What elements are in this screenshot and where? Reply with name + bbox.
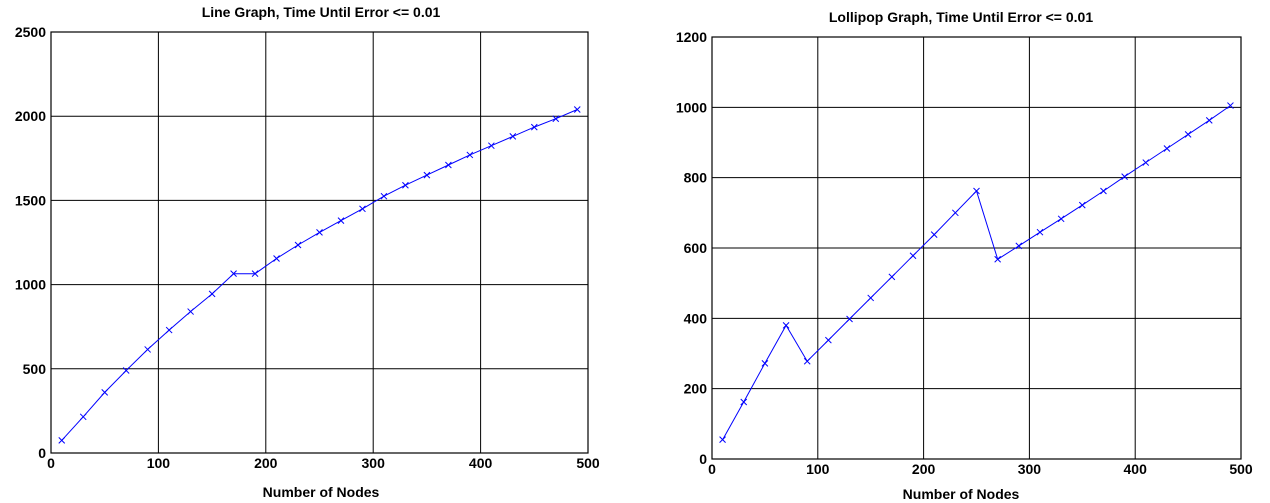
data-point-marker: [573, 106, 581, 113]
data-point-marker: [144, 346, 152, 353]
data-point-marker: [445, 161, 452, 169]
chart-title: Lollipop Graph, Time Until Error <= 0.01: [829, 9, 1093, 25]
data-point-marker: [359, 205, 366, 213]
y-tick-label: 800: [684, 170, 708, 186]
series-line: [61, 109, 578, 441]
data-point-marker: [187, 308, 194, 315]
data-point-marker: [294, 241, 302, 249]
data-point-marker: [487, 142, 495, 150]
line-graph-chart: Line Graph, Time Until Error <= 0.01 Num…: [15, 4, 600, 500]
x-tick-label: 100: [806, 461, 830, 477]
x-tick-label: 500: [576, 455, 600, 471]
data-point-marker: [994, 255, 1002, 263]
data-point-marker: [552, 115, 560, 123]
y-tick-label: 500: [23, 361, 47, 377]
y-tick-label: 1000: [15, 277, 46, 293]
data-point-marker: [509, 133, 517, 140]
x-tick-label: 400: [1124, 461, 1148, 477]
y-tick-label: 1200: [676, 29, 707, 45]
data-point-marker: [803, 357, 811, 365]
data-point-marker: [122, 367, 130, 374]
y-tick-label: 2000: [15, 108, 46, 124]
x-tick-label: 100: [147, 455, 171, 471]
data-point-marker: [846, 315, 853, 323]
data-point-marker: [316, 229, 323, 236]
data-point-marker: [402, 181, 409, 189]
y-tick-label: 0: [699, 451, 707, 467]
x-tick-label: 300: [1018, 461, 1042, 477]
data-point-marker: [208, 290, 216, 298]
data-point-marker: [101, 389, 109, 396]
data-point-marker: [1205, 116, 1213, 124]
data-point-marker: [761, 359, 769, 367]
x-axis-label: Number of Nodes: [263, 484, 380, 500]
y-tick-label: 200: [684, 381, 708, 397]
data-point-marker: [1184, 131, 1192, 138]
data-point-marker: [867, 294, 875, 302]
y-tick-label: 600: [684, 240, 708, 256]
data-point-marker: [466, 151, 474, 159]
data-point-marker: [930, 231, 938, 238]
y-tick-label: 1500: [15, 192, 46, 208]
data-point-marker: [79, 413, 87, 421]
y-tick-label: 0: [38, 445, 46, 461]
y-tick-label: 1000: [676, 99, 707, 115]
data-point-marker: [719, 436, 726, 444]
data-point-marker: [1078, 201, 1086, 209]
data-point-marker: [1015, 242, 1023, 250]
x-tick-label: 300: [362, 455, 386, 471]
lollipop-graph-chart: Lollipop Graph, Time Until Error <= 0.01…: [676, 9, 1253, 502]
data-point-marker: [1121, 173, 1128, 180]
chart-title: Line Graph, Time Until Error <= 0.01: [202, 4, 441, 20]
x-tick-label: 0: [708, 461, 716, 477]
data-point-marker: [273, 255, 280, 262]
data-point-marker: [423, 171, 431, 179]
data-point-marker: [951, 209, 959, 217]
data-point-marker: [909, 252, 917, 260]
data-point-marker: [1100, 187, 1107, 195]
data-point-marker: [380, 192, 388, 200]
data-point-marker: [825, 336, 832, 344]
y-tick-label: 2500: [15, 24, 46, 40]
x-tick-label: 0: [47, 455, 55, 471]
data-point-marker: [973, 187, 980, 195]
data-point-marker: [1163, 145, 1171, 152]
series-line: [722, 105, 1231, 440]
data-point-marker: [782, 322, 790, 329]
plot-frame: [50, 31, 589, 454]
data-point-marker: [58, 437, 66, 444]
data-point-marker: [337, 217, 345, 224]
data-point-marker: [1142, 159, 1150, 166]
data-point-marker: [740, 398, 748, 406]
data-point-marker: [888, 273, 896, 281]
data-point-marker: [251, 270, 259, 278]
data-point-marker: [1057, 215, 1065, 223]
data-point-marker: [1036, 228, 1044, 236]
data-point-marker: [530, 123, 538, 131]
y-tick-label: 400: [684, 310, 708, 326]
data-point-marker: [1227, 102, 1234, 109]
x-tick-label: 200: [912, 461, 936, 477]
plot-frame: [711, 36, 1242, 460]
x-tick-label: 500: [1229, 461, 1253, 477]
x-tick-label: 200: [254, 455, 278, 471]
x-axis-label: Number of Nodes: [903, 486, 1020, 502]
data-point-marker: [165, 326, 173, 334]
x-tick-label: 400: [469, 455, 493, 471]
data-point-marker: [230, 270, 237, 278]
